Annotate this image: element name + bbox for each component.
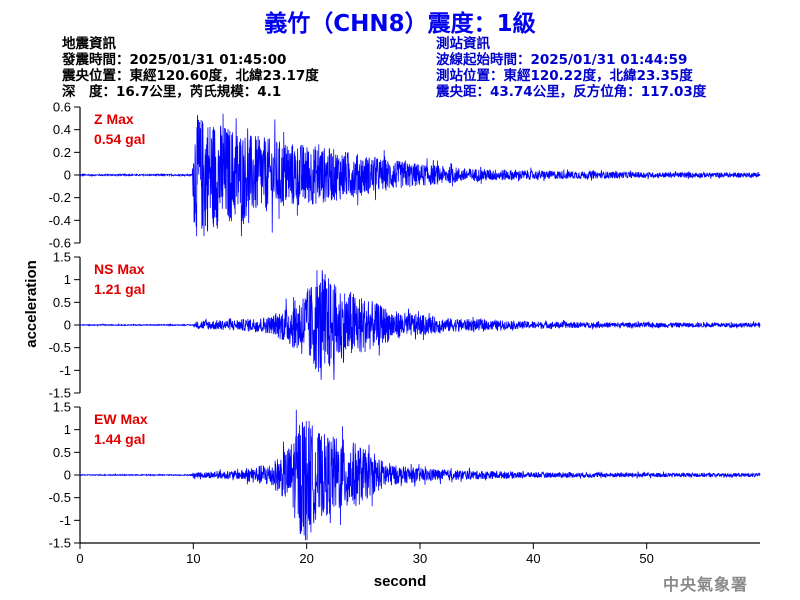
peak-value-ew: 1.44 gal <box>94 431 145 447</box>
y-tick-label-ns: 0 <box>64 318 71 333</box>
x-tick-label: 30 <box>413 551 427 566</box>
peak-label-ew: EW Max <box>94 411 148 427</box>
y-tick-label-z: 0.6 <box>53 100 71 115</box>
y-tick-label-ew: -1.5 <box>49 536 71 551</box>
y-tick-label-z: -0.6 <box>49 236 71 251</box>
y-tick-label-ew: 1 <box>64 422 71 437</box>
station-distance-azimuth: 震央距：43.74公里，反方位角：117.03度 <box>436 84 707 100</box>
x-tick-label: 10 <box>186 551 200 566</box>
quake-depth-magnitude: 深 度：16.7公里，芮氏規模：4.1 <box>62 84 282 100</box>
y-tick-label-ew: 1.5 <box>53 400 71 415</box>
y-tick-label-z: 0.4 <box>53 122 71 137</box>
peak-label-ns: NS Max <box>94 261 145 277</box>
y-tick-label-ns: -1.5 <box>49 386 71 401</box>
y-tick-label-z: 0 <box>64 168 71 183</box>
station-wave-start: 波線起始時間：2025/01/31 01:44:59 <box>436 52 688 68</box>
y-tick-label-ns: 0.5 <box>53 295 71 310</box>
waveform-trace-ns <box>79 270 761 380</box>
x-tick-label: 0 <box>76 551 83 566</box>
peak-label-z: Z Max <box>94 111 134 127</box>
y-tick-label-ew: 0 <box>64 468 71 483</box>
y-tick-label-ns: 1.5 <box>53 250 71 265</box>
waveform-trace-ew <box>79 409 761 541</box>
y-tick-label-ns: -0.5 <box>49 340 71 355</box>
station-location: 測站位置：東經120.22度，北緯23.35度 <box>436 68 693 84</box>
y-tick-label-z: -0.2 <box>49 190 71 205</box>
quake-origin-time: 發震時間：2025/01/31 01:45:00 <box>62 52 287 68</box>
waveform-trace-z <box>79 113 761 237</box>
station-info-block: 測站資訊 波線起始時間：2025/01/31 01:44:59 測站位置：東經1… <box>436 36 706 100</box>
x-tick-label: 20 <box>299 551 313 566</box>
y-tick-label-z: 0.2 <box>53 145 71 160</box>
agency-watermark: 中央氣象署 <box>662 575 748 594</box>
quake-info-heading: 地震資訊 <box>62 36 116 52</box>
y-axis-title: acceleration <box>23 260 40 348</box>
y-tick-label-ns: -1 <box>59 363 71 378</box>
y-tick-label-ew: 0.5 <box>53 445 71 460</box>
x-tick-label: 50 <box>639 551 653 566</box>
station-info-heading: 測站資訊 <box>436 36 490 52</box>
x-tick-label: 40 <box>526 551 540 566</box>
y-tick-label-ew: -0.5 <box>49 490 71 505</box>
page-title: 義竹（CHN8）震度：1級 <box>264 11 536 37</box>
y-tick-label-ew: -1 <box>59 513 71 528</box>
peak-value-ns: 1.21 gal <box>94 281 145 297</box>
peak-value-z: 0.54 gal <box>94 131 145 147</box>
y-tick-label-ns: 1 <box>64 272 71 287</box>
x-axis-title: second <box>374 573 427 590</box>
y-tick-label-z: -0.4 <box>49 213 71 228</box>
quake-info-block: 地震資訊 發震時間：2025/01/31 01:45:00 震央位置：東經120… <box>62 36 319 100</box>
quake-epicenter: 震央位置：東經120.60度，北緯23.17度 <box>62 68 319 84</box>
